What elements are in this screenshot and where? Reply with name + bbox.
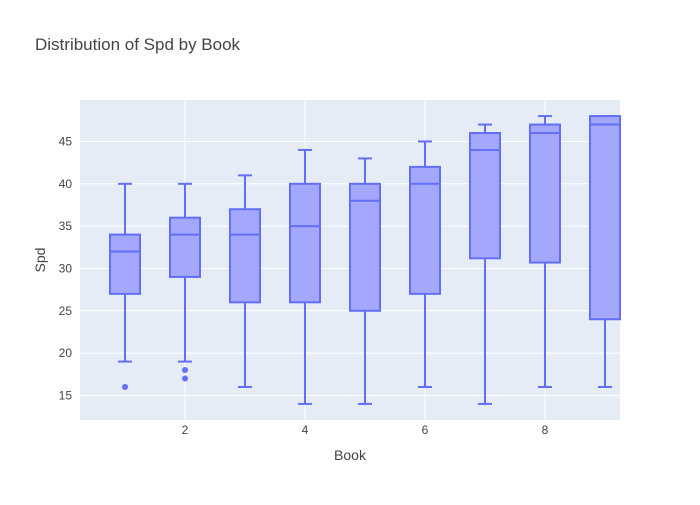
y-axis-label: Spd	[32, 248, 48, 273]
box-group	[349, 157, 381, 405]
box-iqr	[469, 132, 501, 260]
box-group	[469, 123, 501, 405]
outlier-point	[182, 375, 188, 382]
y-tick-label: 35	[59, 219, 73, 233]
boxes	[109, 115, 621, 405]
box-group	[409, 140, 441, 388]
y-tick-label: 30	[59, 261, 73, 275]
box-iqr	[589, 115, 621, 321]
box-iqr	[109, 233, 141, 295]
outlier-point	[182, 367, 188, 374]
y-tick-label: 20	[59, 346, 73, 360]
box-iqr	[529, 123, 561, 264]
box-iqr	[409, 165, 441, 295]
box-iqr	[289, 182, 321, 304]
axis-ticks: 15 20 25 30 35 40 45 2 4 6 8	[59, 134, 549, 437]
box-group	[169, 182, 201, 382]
box-group	[229, 174, 261, 388]
x-tick-label: 2	[182, 423, 189, 437]
y-tick-label: 25	[59, 304, 73, 318]
y-tick-label: 40	[59, 177, 73, 191]
box-iqr	[169, 216, 201, 278]
y-tick-label: 15	[59, 388, 73, 402]
x-tick-label: 8	[542, 423, 549, 437]
box-group	[109, 182, 141, 390]
box-group	[589, 115, 621, 388]
box-group	[529, 115, 561, 388]
box-group	[289, 148, 321, 405]
box-iqr	[229, 208, 261, 304]
outlier-point	[122, 383, 128, 390]
y-tick-label: 45	[59, 134, 73, 148]
box-iqr	[349, 182, 381, 312]
x-tick-label: 4	[302, 423, 309, 437]
chart-title: Distribution of Spd by Book	[35, 35, 241, 54]
x-tick-label: 6	[422, 423, 429, 437]
x-axis-label: Book	[334, 447, 367, 463]
